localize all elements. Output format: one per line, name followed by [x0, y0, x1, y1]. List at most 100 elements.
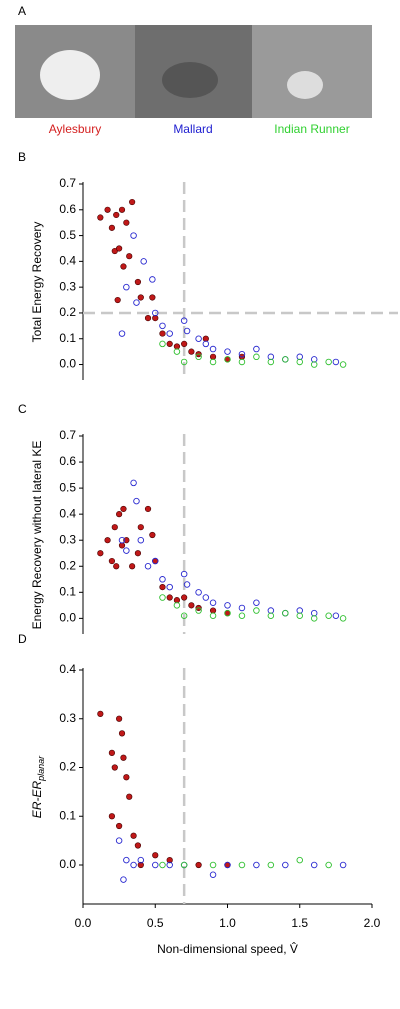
panel-label: D	[18, 632, 27, 646]
data-point	[173, 597, 181, 604]
data-point	[120, 876, 127, 883]
y-axis-label-sub: planar	[36, 755, 46, 782]
data-point	[159, 322, 166, 330]
y-tick-label: 0.0	[59, 611, 76, 625]
panel-label: C	[18, 402, 27, 416]
y-axis-label: ER-ERplanar	[30, 755, 46, 818]
y-tick-label: 0.3	[59, 532, 76, 546]
data-point	[325, 358, 332, 366]
data-point	[130, 861, 137, 869]
data-point	[144, 315, 152, 322]
y-tick-label: 0.4	[59, 254, 76, 268]
data-point	[120, 505, 127, 513]
y-axis-label-text: ER-ER	[30, 781, 44, 819]
data-point	[116, 822, 123, 830]
data-point	[133, 299, 140, 306]
data-point	[134, 278, 142, 286]
data-point	[151, 861, 159, 869]
data-point	[282, 609, 289, 617]
data-point	[113, 211, 120, 219]
data-point	[149, 531, 156, 539]
data-point	[209, 871, 217, 879]
data-point	[180, 317, 188, 324]
data-point	[113, 563, 120, 570]
data-point	[180, 612, 188, 620]
data-point	[118, 536, 126, 544]
data-point	[166, 583, 173, 591]
data-point	[202, 594, 210, 601]
data-point	[116, 715, 123, 722]
y-tick-label: 0.2	[59, 305, 76, 319]
data-point	[238, 861, 246, 869]
data-point	[97, 214, 104, 221]
data-point	[159, 861, 166, 869]
y-tick-label: 0.7	[59, 428, 76, 442]
data-point	[310, 861, 318, 869]
data-point	[224, 348, 231, 355]
data-point	[133, 497, 140, 505]
data-point	[108, 557, 115, 565]
data-point	[159, 576, 166, 583]
data-point	[137, 861, 144, 869]
data-point	[151, 309, 159, 317]
data-point	[332, 612, 340, 620]
data-point	[137, 524, 144, 531]
data-point	[253, 353, 260, 361]
y-axis-label-text: Energy Recovery without lateral KE	[30, 441, 44, 630]
data-point	[202, 340, 210, 348]
data-point	[130, 479, 137, 487]
duck-shape	[162, 62, 218, 98]
y-tick-label: 0.7	[59, 176, 76, 190]
data-point	[296, 607, 304, 614]
data-point	[108, 224, 115, 231]
y-tick-label: 0.1	[59, 808, 76, 822]
data-point	[267, 607, 275, 614]
data-point	[209, 607, 217, 614]
data-point	[130, 832, 137, 839]
data-point	[134, 842, 142, 849]
y-tick-label: 0.0	[59, 857, 76, 871]
data-point	[97, 550, 104, 557]
data-point	[180, 861, 188, 869]
panel-label: B	[18, 150, 26, 164]
y-tick-label: 0.1	[59, 331, 76, 345]
data-point	[108, 749, 115, 756]
data-point	[111, 524, 118, 531]
data-point	[123, 283, 130, 291]
data-point	[238, 612, 246, 620]
breed-label: Indian Runner	[274, 122, 349, 136]
data-point	[166, 330, 173, 337]
data-point	[282, 861, 289, 869]
data-point	[118, 542, 126, 549]
y-tick-label: 0.5	[59, 228, 76, 242]
data-point	[159, 330, 166, 337]
data-point	[224, 356, 231, 363]
y-tick-label: 0.0	[59, 357, 76, 371]
data-point	[325, 612, 332, 620]
x-tick-label: 1.0	[219, 916, 236, 930]
data-point	[118, 730, 126, 737]
data-point	[123, 856, 130, 864]
data-point	[339, 361, 347, 368]
data-point	[296, 612, 304, 620]
data-point	[183, 327, 191, 335]
data-point	[209, 358, 217, 366]
y-tick-label: 0.4	[59, 662, 76, 676]
data-point	[267, 612, 275, 620]
x-axis-label: Non-dimensional speed, V̂	[157, 941, 298, 956]
data-point	[118, 206, 126, 213]
data-point	[104, 537, 111, 544]
data-point	[188, 602, 195, 609]
data-point	[296, 358, 304, 366]
y-tick-label: 0.2	[59, 760, 76, 774]
panel-label: A	[18, 4, 26, 18]
data-point	[238, 358, 246, 366]
duck-shape	[40, 50, 100, 100]
data-point	[209, 345, 217, 353]
data-point	[144, 505, 152, 513]
data-point	[224, 861, 231, 869]
y-tick-label: 0.6	[59, 202, 76, 216]
data-point	[166, 340, 173, 347]
data-point	[339, 861, 347, 869]
